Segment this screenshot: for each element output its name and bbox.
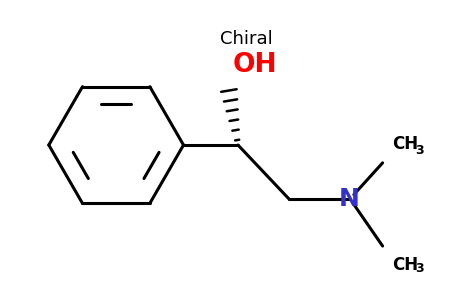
Text: Chiral: Chiral	[219, 30, 272, 48]
Text: 3: 3	[415, 144, 424, 157]
Text: 3: 3	[415, 262, 424, 275]
Text: N: N	[338, 188, 359, 212]
Text: CH: CH	[392, 135, 419, 153]
Text: CH: CH	[392, 256, 419, 274]
Text: OH: OH	[233, 52, 278, 78]
